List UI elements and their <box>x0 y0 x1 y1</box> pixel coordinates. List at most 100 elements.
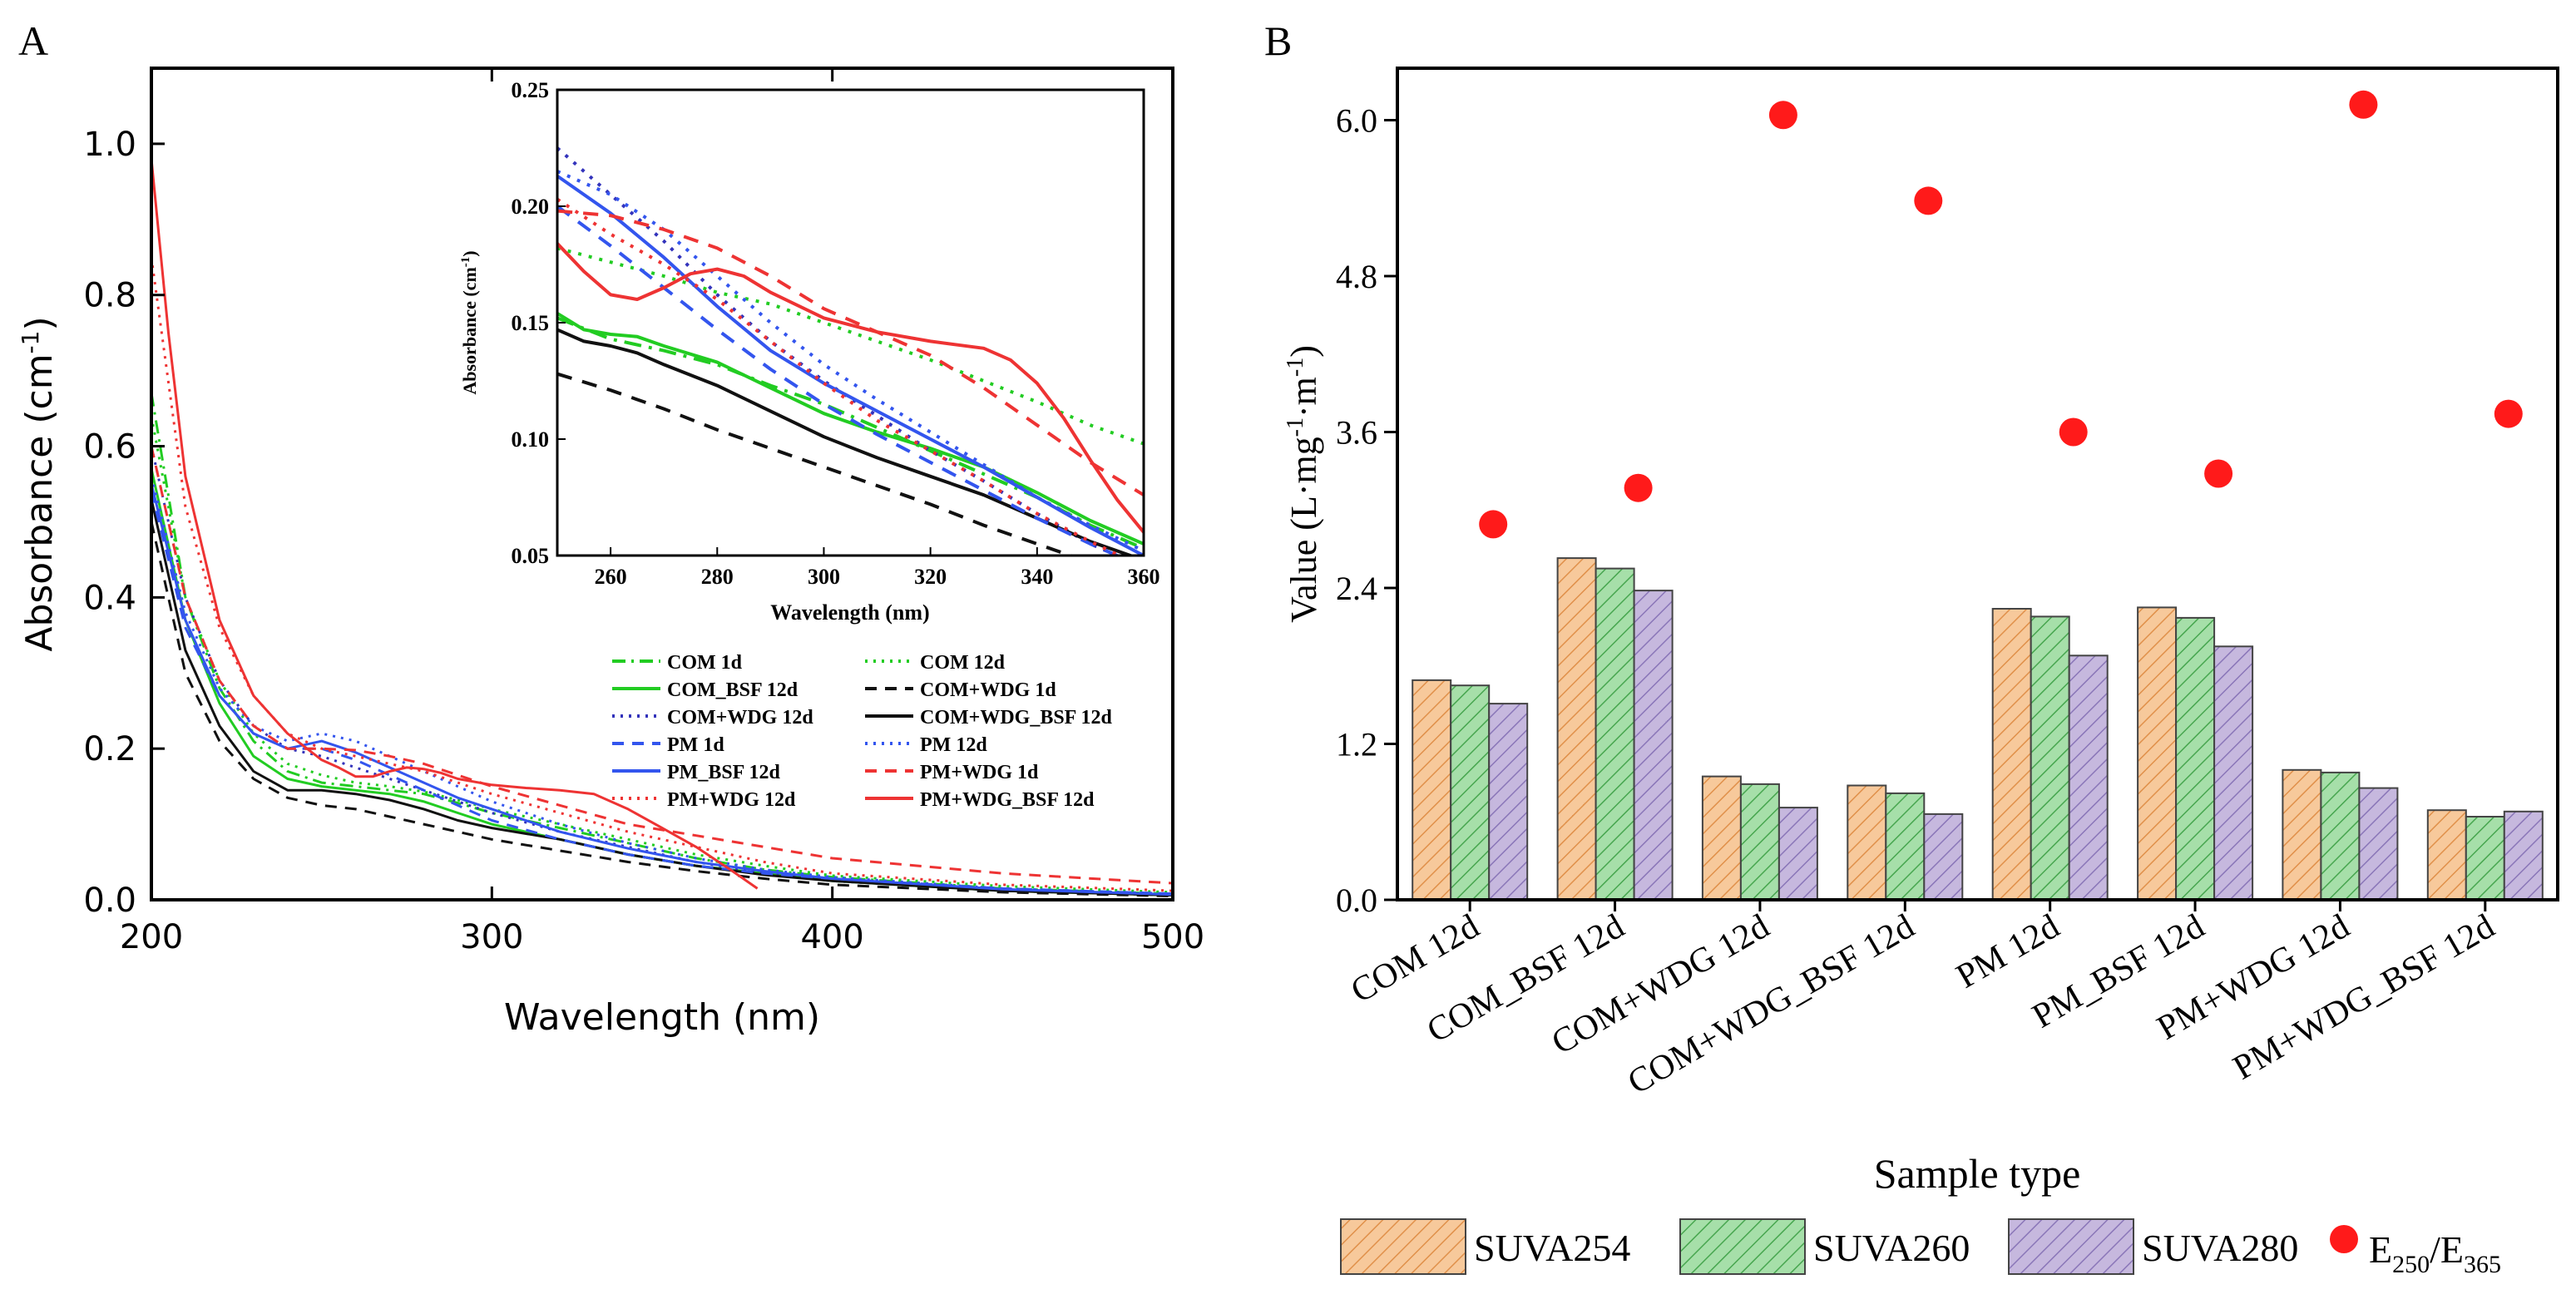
x-tick-label: 300 <box>460 918 523 956</box>
bar-suva254-pm-bsf-12d <box>2137 606 2178 901</box>
point-e250-e365-pm-12d <box>2059 417 2088 447</box>
chart-a-ylabel-sup: -1 <box>17 331 44 354</box>
series-line-com-12d <box>151 415 1173 894</box>
inset-line-pm-wdg-bsf-12d <box>557 242 1144 534</box>
legend-label-com-wdg-12d: COM+WDG 12d <box>667 707 813 729</box>
legend-label-pm-wdg-bsf-12d: PM+WDG_BSF 12d <box>920 789 1095 811</box>
legend-label-suva254: SUVA254 <box>1474 1227 1630 1269</box>
series-line-pm-bsf-12d <box>151 483 1173 896</box>
series-line-pm-wdg-bsf-12d <box>151 158 759 890</box>
chart-b-legend: SUVA254 SUVA260 SUVA280 E250/E365 <box>1340 1218 2501 1278</box>
inset-line-pm-wdg-1d <box>557 209 1144 496</box>
legend-swatch-suva280 <box>2008 1218 2134 1275</box>
legend-label-com-wdg-1d: COM+WDG 1d <box>920 679 1056 701</box>
bar-suva254-pm-12d <box>1991 608 2032 901</box>
inset-line-com-wdg-12d <box>557 146 1121 556</box>
series-line-com-wdg-12d <box>151 446 1173 896</box>
inset-x-tick-label: 320 <box>914 565 947 589</box>
legend-marker-e250-e365 <box>2330 1225 2358 1253</box>
bar-suva254-com-wdg-bsf-12d <box>1847 784 1887 901</box>
y-tick-label: 0.6 <box>83 428 136 467</box>
chart-b-ylabel-end: ) <box>1283 345 1324 358</box>
series-line-com-wdg-bsf-12d <box>151 498 1173 896</box>
b-y-tick-label: 1.2 <box>1336 726 1377 763</box>
b-y-tick-label: 2.4 <box>1336 570 1377 607</box>
bar-suva260-pm-bsf-12d <box>2175 616 2216 901</box>
x-tick-label: 400 <box>800 918 863 956</box>
bar-suva254-com-bsf-12d <box>1556 557 1597 901</box>
chart-b-points <box>1479 90 2523 539</box>
point-e250-e365-com-bsf-12d <box>1624 473 1653 502</box>
bar-suva280-pm-wdg-12d <box>2358 787 2399 901</box>
y-tick-label: 0.2 <box>83 730 136 768</box>
bar-suva280-com-bsf-12d <box>1633 590 1674 901</box>
inset-ylabel-main: Absorbance (cm <box>459 267 480 394</box>
inset-ylabel-sup: -1 <box>459 257 472 268</box>
bar-suva280-pm-12d <box>2068 654 2109 901</box>
chart-a-inset: 260 280 300 320 340 360 0.05 0.10 0.15 0.20 0.25 W… <box>459 78 1160 625</box>
legend-label-com-1d: COM 1d <box>667 652 743 674</box>
legend-label-pm-1d: PM 1d <box>667 734 724 756</box>
legend-label-com-wdg-bsf-12d: COM+WDG_BSF 12d <box>920 707 1112 729</box>
inset-ylabel-end: ) <box>459 250 480 256</box>
chart-b-ylabel-sup1: -1 <box>1283 417 1308 437</box>
chart-a: 200 300 400 500 0.0 0.2 0.4 0.6 0.8 1.0 Wavelengt… <box>17 67 1204 1039</box>
bar-suva254-pm-wdg-bsf-12d <box>2426 809 2467 901</box>
chart-a-ylabel: Absorbance (cm-1) <box>17 316 61 651</box>
point-e250-e365-pm-wdg-12d <box>2349 90 2378 119</box>
legend-swatch-suva260 <box>1679 1218 1806 1275</box>
point-e250-e365-pm-wdg-bsf-12d <box>2494 399 2523 428</box>
legend-label-suva280: SUVA280 <box>2142 1227 2298 1269</box>
bar-suva260-pm-12d <box>2030 615 2070 901</box>
inset-line-com-12d <box>557 246 1144 446</box>
inset-axes: 260 280 300 320 340 360 0.05 0.10 0.15 0.20 0.25 <box>512 78 1160 589</box>
inset-x-tick-label: 300 <box>808 565 840 589</box>
chart-a-frame <box>150 67 1174 901</box>
point-e250-e365-pm-bsf-12d <box>2204 459 2233 488</box>
bar-suva254-com-wdg-12d <box>1701 775 1742 901</box>
inset-x-tick-label: 360 <box>1128 565 1160 589</box>
inset-x-tick-label: 260 <box>595 565 627 589</box>
bar-suva260-com-wdg-12d <box>1739 783 1780 901</box>
b-x-tick-label: PM+WDG_BSF 12d <box>2227 907 2501 1088</box>
chart-b-bars <box>1412 557 2544 901</box>
b-y-tick-label: 6.0 <box>1336 102 1377 140</box>
series-line-pm-12d <box>151 476 1173 896</box>
inset-lines <box>557 146 1144 556</box>
legend-label-pm-wdg-1d: PM+WDG 1d <box>920 762 1039 783</box>
bar-suva280-com-12d <box>1488 703 1529 901</box>
inset-line-pm-bsf-12d <box>557 174 1144 556</box>
chart-a-ylabel-end: ) <box>18 316 61 330</box>
legend-label-pm-bsf-12d: PM_BSF 12d <box>667 762 780 783</box>
chart-a-xlabel: Wavelength (nm) <box>504 996 820 1039</box>
bar-suva280-com-wdg-bsf-12d <box>1923 813 1964 901</box>
panel-label-b: B <box>1264 17 1292 64</box>
inset-line-pm-wdg-12d <box>557 197 1124 556</box>
legend-e-sub2: 365 <box>2464 1251 2501 1278</box>
legend-swatch-suva254 <box>1340 1218 1466 1275</box>
inset-line-com-wdg-bsf-12d <box>557 328 1136 556</box>
legend-label-pm-12d: PM 12d <box>920 734 987 756</box>
y-tick-label: 0.0 <box>83 882 136 920</box>
legend-label-com-12d: COM 12d <box>920 652 1006 674</box>
bar-suva260-pm-wdg-bsf-12d <box>2465 816 2505 901</box>
legend-label-suva260: SUVA260 <box>1813 1227 1970 1269</box>
bar-suva254-com-12d <box>1412 679 1452 901</box>
chart-a-legend: COM 1d COM 12d COM_BSF 12d COM+WDG 1d COM+WD… <box>612 652 1112 811</box>
inset-line-pm-1d <box>557 205 1121 556</box>
series-line-pm-wdg-1d <box>151 446 1173 885</box>
y-tick-label: 0.8 <box>83 277 136 315</box>
bar-suva280-pm-wdg-bsf-12d <box>2503 810 2544 901</box>
bar-suva280-pm-bsf-12d <box>2213 645 2254 901</box>
y-tick-label: 1.0 <box>83 126 136 164</box>
inset-y-tick-label: 0.05 <box>512 544 550 568</box>
inset-y-tick-label: 0.20 <box>512 195 550 219</box>
legend-e-slash: /E <box>2430 1228 2464 1271</box>
inset-line-com-bsf-12d <box>557 312 1144 546</box>
panel-label-a: A <box>18 17 48 64</box>
inset-y-tick-label: 0.10 <box>512 427 550 452</box>
legend-e-main: E <box>2369 1228 2392 1271</box>
